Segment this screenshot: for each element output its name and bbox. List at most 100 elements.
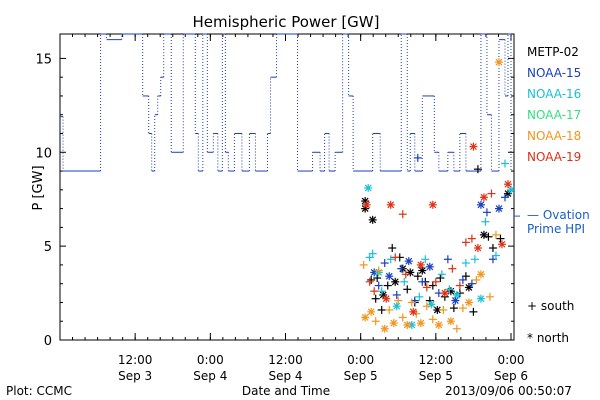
south-marker — [418, 277, 427, 286]
legend: METP-02 NOAA-15 NOAA-16 NOAA-17 NOAA-18 NOAA-… — [527, 45, 581, 164]
south-marker — [448, 264, 457, 273]
north-marker — [451, 296, 460, 305]
south-marker — [380, 259, 389, 268]
y-tick-label: 15 — [35, 52, 52, 67]
north-marker — [476, 294, 485, 303]
south-marker — [487, 189, 496, 198]
south-marker — [422, 302, 431, 311]
north-marker — [479, 230, 488, 239]
north-marker — [506, 185, 515, 194]
south-marker — [400, 277, 409, 286]
north-marker — [367, 307, 376, 316]
south-marker — [461, 238, 470, 247]
south-marker — [472, 275, 481, 284]
ovation-label-line2: Prime HPI — [527, 222, 585, 236]
north-marker — [380, 324, 389, 333]
south-marker — [407, 298, 416, 307]
north-marker — [416, 319, 425, 328]
south-marker — [470, 255, 479, 264]
north-marker — [368, 215, 377, 224]
north-marker — [409, 307, 418, 316]
south-marker — [413, 153, 422, 162]
north-marker — [406, 268, 415, 277]
south-marker — [367, 275, 376, 284]
marker-key-north: * north — [527, 331, 569, 345]
legend-entry: NOAA-17 — [527, 108, 581, 122]
south-marker — [500, 159, 509, 168]
south-marker — [377, 305, 386, 314]
south-marker — [398, 210, 407, 219]
north-marker — [416, 260, 425, 269]
north-marker — [361, 313, 370, 322]
south-marker — [449, 304, 458, 313]
north-marker — [385, 272, 394, 281]
south-marker — [436, 274, 445, 283]
south-marker — [368, 249, 377, 258]
hpi-series — [60, 33, 512, 172]
north-marker — [464, 298, 473, 307]
north-marker — [446, 287, 455, 296]
south-marker — [445, 285, 454, 294]
north-marker — [389, 319, 398, 328]
south-marker — [394, 296, 403, 305]
x-tick-time: 0:00 — [498, 353, 525, 367]
x-tick-time: 12:00 — [118, 353, 153, 367]
south-marker — [458, 275, 467, 284]
north-marker — [473, 244, 482, 253]
north-marker — [425, 262, 434, 271]
ovation-label-line1: — Ovation — [527, 208, 590, 222]
south-marker — [413, 272, 422, 281]
south-marker — [374, 266, 383, 275]
marker-key-south: + south — [527, 299, 574, 313]
south-marker — [439, 305, 448, 314]
south-marker — [398, 313, 407, 322]
north-marker — [479, 193, 488, 202]
north-marker — [428, 200, 437, 209]
south-marker — [374, 281, 383, 290]
north-marker — [434, 320, 443, 329]
chart-title: Hemispheric Power [GW] — [193, 13, 380, 31]
south-marker — [397, 264, 406, 273]
south-marker — [377, 287, 386, 296]
south-marker — [365, 277, 374, 286]
x-axis-ticks: 12:00 Sep 3 0:00 Sep 4 12:00 Sep 4 0:00 Sep 5 12… — [59, 34, 528, 383]
x-tick-time: 0:00 — [347, 353, 374, 367]
north-marker — [494, 204, 503, 213]
south-marker — [461, 259, 470, 268]
south-marker — [415, 292, 424, 301]
x-tick-time: 12:00 — [419, 353, 454, 367]
north-marker — [404, 257, 413, 266]
north-marker — [382, 294, 391, 303]
south-marker — [421, 255, 430, 264]
south-marker — [428, 315, 437, 324]
south-marker — [359, 260, 368, 269]
south-marker — [401, 270, 410, 279]
plot-timestamp: 2013/09/06 00:50:07 — [445, 384, 572, 398]
south-marker — [491, 230, 500, 239]
north-marker — [362, 200, 371, 209]
north-marker — [446, 317, 455, 326]
north-marker — [476, 200, 485, 209]
y-axis-ticks: 0 5 10 15 — [35, 52, 514, 349]
north-marker — [497, 240, 506, 249]
north-marker — [503, 180, 512, 189]
x-tick-time: 0:00 — [197, 353, 224, 367]
south-marker — [473, 165, 482, 174]
north-marker — [494, 58, 503, 67]
x-tick-date: Sep 6 — [494, 369, 528, 383]
south-marker — [458, 304, 467, 313]
north-marker — [427, 300, 436, 309]
legend-entry: NOAA-15 — [527, 66, 581, 80]
south-marker — [370, 287, 379, 296]
south-marker — [491, 251, 500, 260]
north-marker — [386, 200, 395, 209]
south-marker — [391, 253, 400, 262]
south-marker — [452, 324, 461, 333]
north-marker — [392, 302, 401, 311]
y-tick-label: 5 — [44, 240, 52, 255]
south-marker — [403, 285, 412, 294]
south-marker — [388, 244, 397, 253]
legend-entry: NOAA-18 — [527, 129, 581, 143]
satellite-markers — [359, 58, 515, 333]
